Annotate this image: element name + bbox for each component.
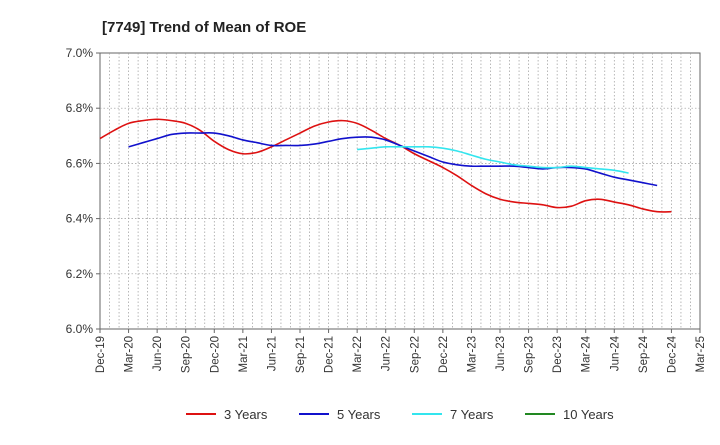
x-tick-label: Jun-21 [266,336,278,371]
series-layer [99,118,672,213]
x-tick-label: Dec-24 [666,335,678,373]
x-tick-label: Dec-23 [552,336,564,373]
x-axis: Dec-19 Mar-20 Jun-20 Sep-20 Dec-20 Mar-21 Jun-… [95,329,707,373]
x-tick-label: Dec-21 [324,336,336,373]
x-tick-label: Jun-24 [609,335,621,371]
x-tick-label: Mar-21 [238,336,250,372]
chart-title: [7749] Trend of Mean of ROE [102,19,306,36]
x-tick-label: Jun-20 [152,336,164,371]
series-line-7-years [357,145,629,174]
x-tick-label: Mar-22 [352,336,364,372]
x-tick-label: Mar-24 [581,335,593,372]
y-tick-label: 6.6% [66,156,94,170]
y-tick-label: 6.2% [66,267,94,281]
legend-label-7-years: 7 Years [450,407,494,422]
x-tick-label: Sep-20 [181,336,193,373]
x-tick-label: Mar-23 [466,336,478,372]
x-tick-label: Sep-22 [409,336,421,373]
x-tick-label: Dec-22 [438,336,450,373]
y-tick-label: 7.0% [66,46,94,60]
x-tick-label: Dec-20 [209,336,221,373]
y-tick-label: 6.8% [66,101,94,115]
legend: 3 Years 5 Years 7 Years 10 Years [186,407,614,422]
series-line-5-years [128,132,658,187]
x-tick-label: Jun-22 [381,336,393,371]
x-tick-label: Dec-19 [95,336,107,373]
x-tick-label: Sep-21 [295,336,307,373]
x-tick-label: Mar-20 [124,336,136,372]
y-axis: 6.0% 6.2% 6.4% 6.6% 6.8% 7.0% [66,46,100,336]
grid [100,53,700,329]
y-tick-label: 6.0% [66,322,94,336]
x-tick-label: Sep-23 [524,336,536,373]
legend-label-5-years: 5 Years [337,407,381,422]
y-tick-label: 6.4% [66,212,94,226]
x-tick-label: Mar-25 [695,336,707,372]
x-tick-label: Sep-24 [638,335,650,373]
series-line-3-years [99,118,672,213]
plot-area [99,52,701,330]
x-tick-label: Jun-23 [495,336,507,371]
legend-label-10-years: 10 Years [563,407,614,422]
legend-label-3-years: 3 Years [224,407,268,422]
